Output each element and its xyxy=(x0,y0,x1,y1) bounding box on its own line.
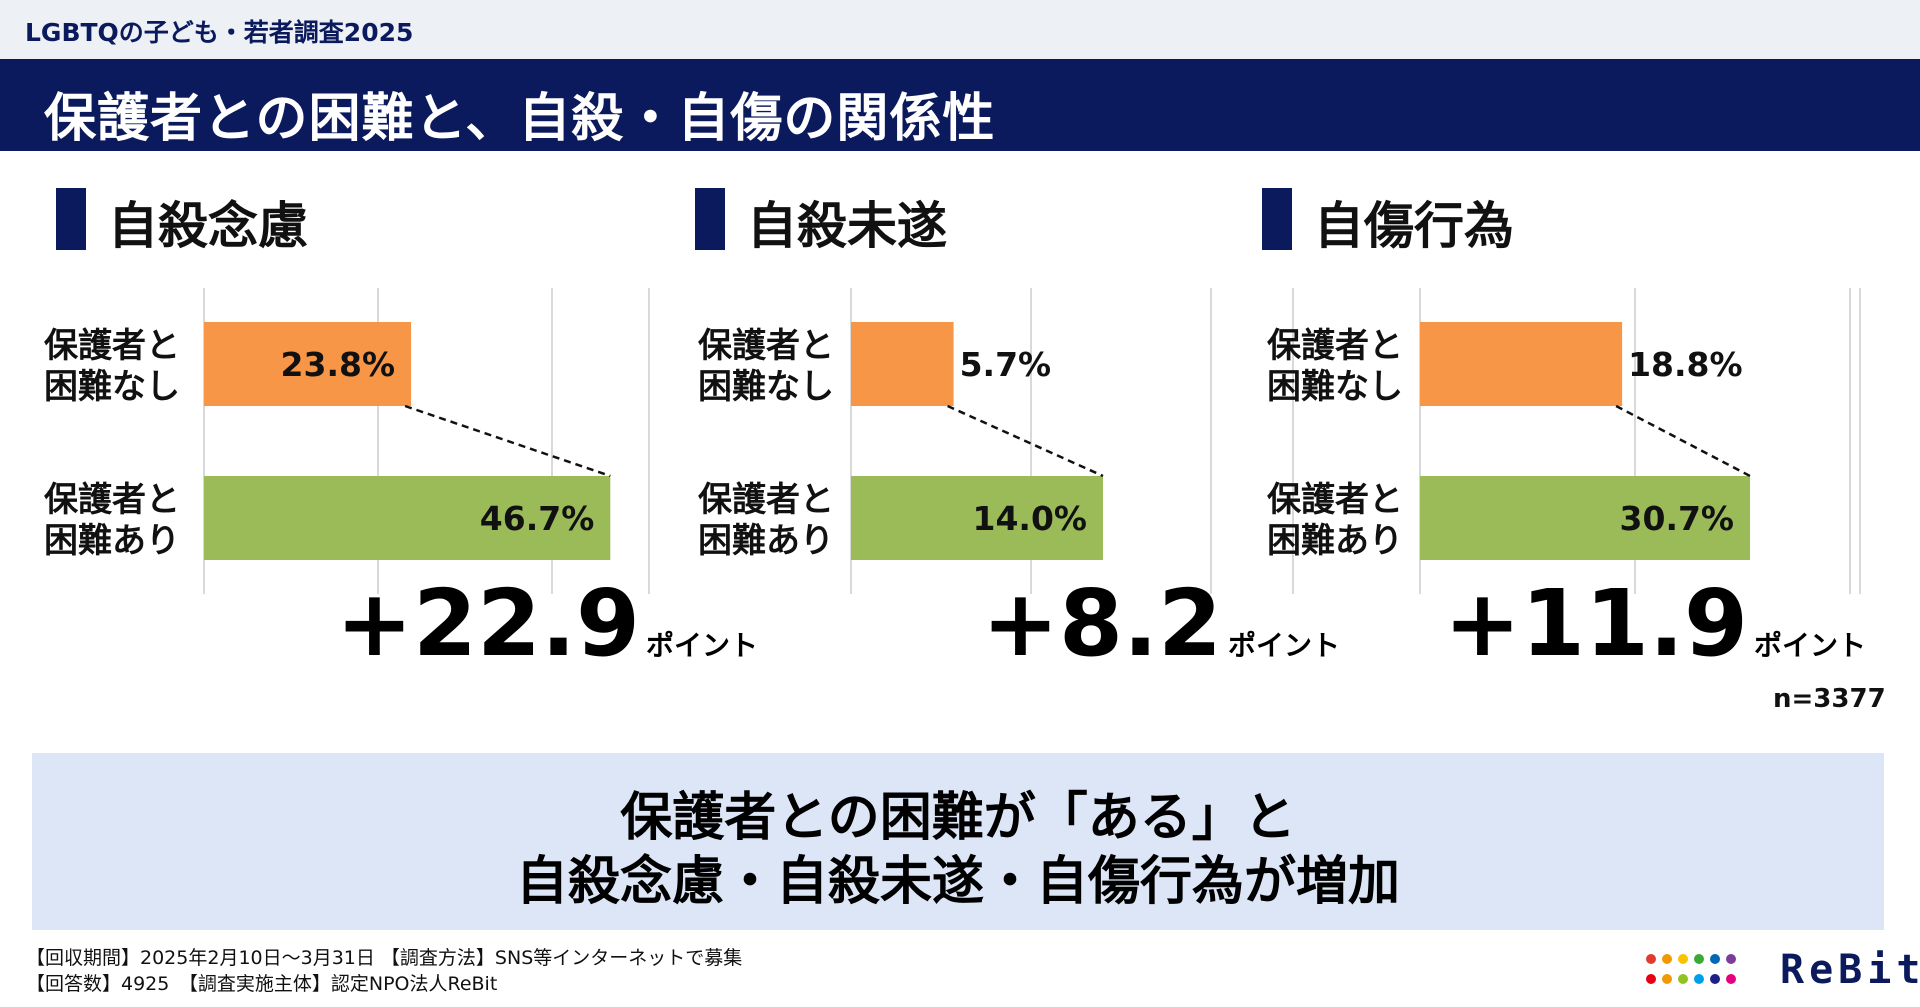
category-label: 保護者と xyxy=(1267,480,1403,520)
logo-dot xyxy=(1678,974,1688,984)
conclusion-line-2: 自殺念慮・自殺未遂・自傷行為が増加 xyxy=(515,852,1400,912)
section-marker xyxy=(56,188,86,250)
category-label: 困難あり xyxy=(1267,521,1403,561)
connector-line xyxy=(404,404,611,478)
logo-dot xyxy=(1646,954,1656,964)
logo-dot xyxy=(1678,954,1688,964)
difference-unit: ポイント xyxy=(1754,629,1866,662)
logo-text: ReBit xyxy=(1780,947,1920,993)
logo-dot xyxy=(1726,974,1736,984)
bar-no-difficulty xyxy=(204,322,412,406)
bar-with-difficulty xyxy=(1420,476,1751,560)
category-label: 困難なし xyxy=(44,367,180,407)
footer-respondents-info: 【回答数】4925 【調査実施主体】認定NPO法人ReBit xyxy=(26,973,498,995)
logo-dot xyxy=(1662,954,1672,964)
footer-survey-info: 【回収期間】2025年2月10日～3月31日 【調査方法】SNS等インターネット… xyxy=(26,947,743,969)
section-title: 自傷行為 xyxy=(1314,197,1514,255)
category-label: 保護者と xyxy=(44,480,180,520)
category-label: 困難あり xyxy=(44,521,180,561)
section-title: 自殺念慮 xyxy=(108,197,308,255)
title-bar: 保護者との困難と、自殺・自傷の関係性 xyxy=(0,59,1920,151)
section-title: 自殺未遂 xyxy=(747,197,947,255)
difference-value: +11.9 xyxy=(1444,570,1748,677)
top-bar: LGBTQの子ども・若者調査2025 xyxy=(0,0,1920,59)
category-label: 保護者と xyxy=(698,480,834,520)
difference-unit: ポイント xyxy=(646,629,758,662)
data-label: 18.8% xyxy=(1628,345,1743,384)
survey-name: LGBTQの子ども・若者調査2025 xyxy=(25,18,414,47)
bar-no-difficulty xyxy=(1420,322,1623,406)
category-label: 困難なし xyxy=(698,367,834,407)
data-label: 30.7% xyxy=(1620,499,1735,538)
logo-dot xyxy=(1710,974,1720,984)
connector-line xyxy=(947,404,1104,478)
rebit-logo: ReBit xyxy=(1646,947,1920,993)
section-marker xyxy=(1262,188,1292,250)
difference-value: +8.2 xyxy=(982,570,1222,677)
difference-unit: ポイント xyxy=(1228,629,1340,662)
page-title: 保護者との困難と、自殺・自傷の関係性 xyxy=(44,89,996,149)
logo-dot xyxy=(1662,974,1672,984)
sample-size: n=3377 xyxy=(1773,684,1886,714)
category-label: 保護者と xyxy=(44,326,180,366)
bar-no-difficulty xyxy=(851,322,954,406)
data-label: 23.8% xyxy=(281,345,396,384)
category-label: 困難なし xyxy=(1267,367,1403,407)
category-label: 保護者と xyxy=(1267,326,1403,366)
logo-dot xyxy=(1646,974,1656,984)
logo-dot xyxy=(1710,954,1720,964)
connector-line xyxy=(1615,404,1751,478)
bar-with-difficulty xyxy=(204,476,611,560)
bar-with-difficulty xyxy=(851,476,1103,560)
category-label: 困難あり xyxy=(698,521,834,561)
data-label: 46.7% xyxy=(480,499,595,538)
data-label: 5.7% xyxy=(960,345,1052,384)
logo-dot xyxy=(1694,974,1704,984)
category-label: 保護者と xyxy=(698,326,834,366)
conclusion-line-1: 保護者との困難が「ある」と xyxy=(620,788,1296,848)
data-label: 14.0% xyxy=(973,499,1088,538)
logo-dot xyxy=(1694,954,1704,964)
conclusion-box: 保護者との困難が「ある」と 自殺念慮・自殺未遂・自傷行為が増加 xyxy=(32,753,1884,930)
section-marker xyxy=(695,188,725,250)
logo-dot xyxy=(1726,954,1736,964)
difference-value: +22.9 xyxy=(336,570,640,677)
